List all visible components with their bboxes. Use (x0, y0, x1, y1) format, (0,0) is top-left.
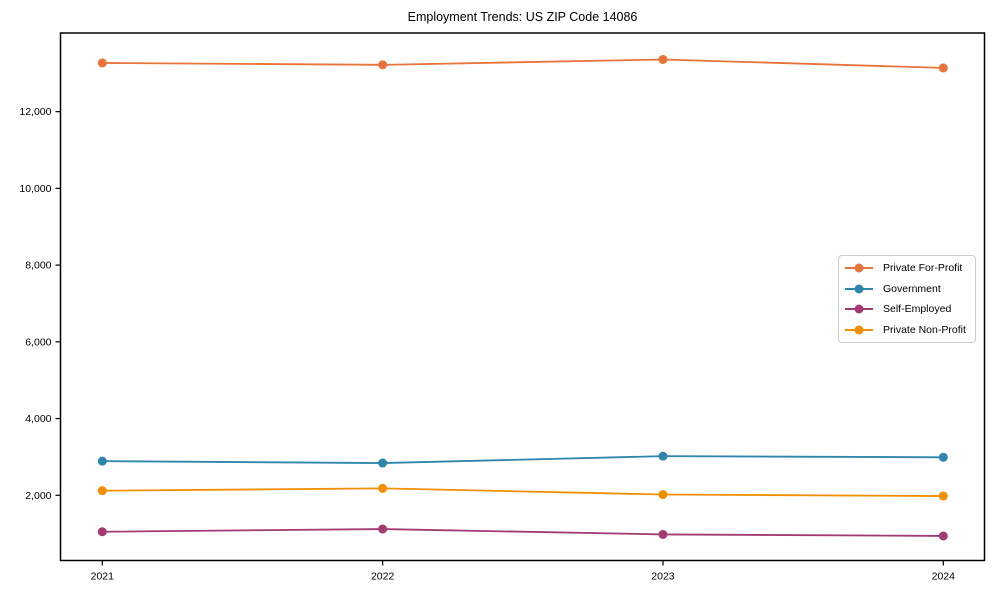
legend-label: Private For-Profit (883, 262, 963, 275)
data-point-private-non-profit-2021 (97, 486, 107, 496)
data-point-private-for-profit-2022 (378, 60, 388, 70)
data-point-self-employed-2023 (658, 529, 668, 539)
legend-item-private-non-profit: Private Non-Profit (844, 320, 975, 341)
y-axis-tick-label: 2,000 (25, 490, 51, 502)
data-point-private-non-profit-2023 (658, 490, 668, 500)
legend-label: Private Non-Profit (883, 323, 966, 336)
data-point-government-2024 (938, 452, 948, 462)
data-point-government-2021 (97, 456, 107, 466)
legend-item-private-for-profit: Private For-Profit (844, 258, 975, 279)
data-point-government-2022 (378, 458, 388, 468)
data-point-private-for-profit-2023 (658, 54, 668, 64)
legend-label: Government (883, 282, 941, 295)
x-axis-tick-label: 2021 (91, 571, 115, 583)
series-line-private-non-profit (101, 487, 945, 497)
data-point-private-non-profit-2024 (938, 491, 948, 501)
series-line-government (101, 455, 945, 464)
y-axis-tick-label: 12,000 (19, 106, 51, 118)
legend-marker-private-for-profit (845, 263, 873, 273)
data-point-self-employed-2021 (97, 527, 107, 537)
data-point-self-employed-2024 (938, 531, 948, 541)
y-axis-tick-label: 10,000 (19, 183, 51, 195)
legend-marker-private-non-profit (845, 325, 873, 335)
data-point-private-non-profit-2022 (378, 483, 388, 493)
legend-marker-government (845, 284, 873, 294)
legend-marker-self-employed (845, 304, 873, 314)
legend-item-self-employed: Self-Employed (844, 299, 975, 320)
legend: Private For-Profit Government Self-Employe… (838, 255, 976, 343)
plot-frame (59, 32, 986, 562)
legend-label: Self-Employed (883, 303, 952, 316)
y-axis-tick-label: 8,000 (25, 260, 51, 272)
x-axis-tick-label: 2022 (371, 571, 395, 583)
chart-title: Employment Trends: US ZIP Code 14086 (407, 10, 638, 24)
x-axis-tick-label: 2024 (932, 571, 956, 583)
data-point-private-for-profit-2024 (938, 63, 948, 73)
legend-item-government: Government (844, 279, 975, 300)
data-point-private-for-profit-2021 (97, 58, 107, 68)
y-axis-tick-label: 6,000 (25, 336, 51, 348)
data-point-government-2023 (658, 451, 668, 461)
y-axis-tick-label: 4,000 (25, 413, 51, 425)
series-line-private-for-profit (101, 58, 945, 69)
series-line-self-employed (101, 528, 945, 537)
data-point-self-employed-2022 (378, 524, 388, 534)
x-axis-tick-label: 2023 (651, 571, 675, 583)
